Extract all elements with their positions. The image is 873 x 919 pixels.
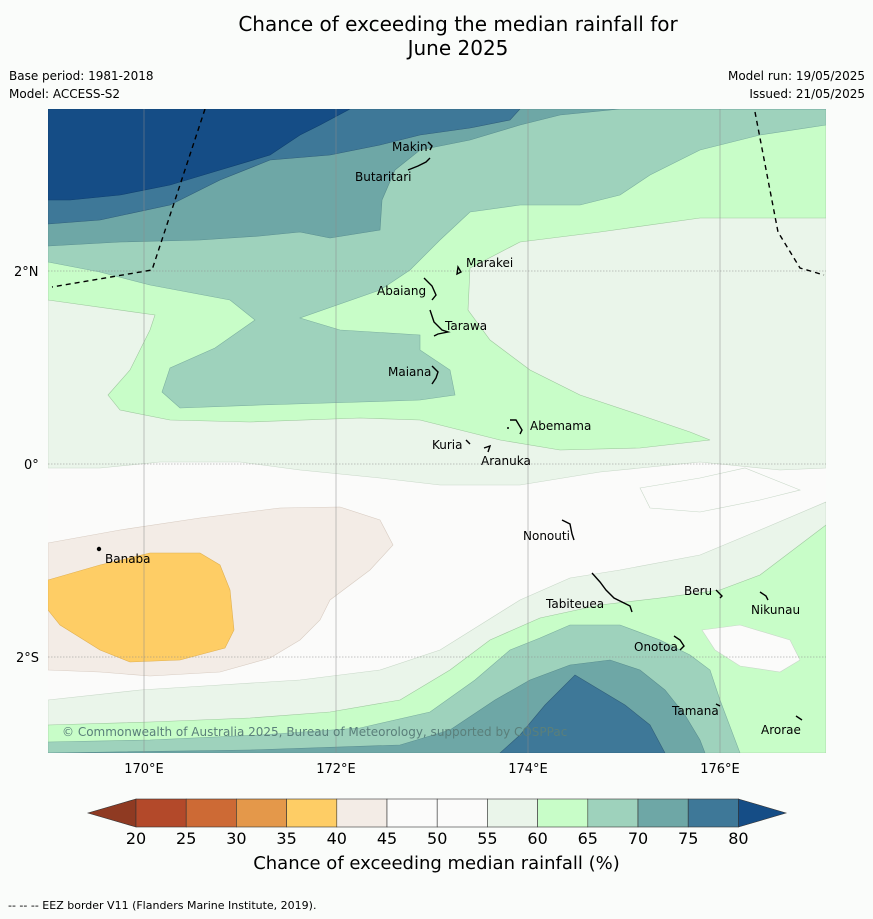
island-tamana-shape xyxy=(715,703,721,707)
map-title: Chance of exceeding the median rainfall … xyxy=(0,12,873,60)
lat-label-2s: 2°S xyxy=(16,651,39,666)
colorbar-swatch xyxy=(236,798,287,828)
issued-date: Issued: 21/05/2025 xyxy=(749,87,865,101)
island-label-beru: Beru xyxy=(684,584,712,598)
colorbar-tick-label: 45 xyxy=(377,829,397,848)
island-abaiang-shape xyxy=(423,277,437,301)
colorbar-swatch xyxy=(286,798,338,828)
colorbar-tick-label: 75 xyxy=(678,829,698,848)
eez-footnote: -- -- -- EEZ border V11 (Flanders Marine… xyxy=(8,899,317,912)
island-label-nonouti: Nonouti xyxy=(523,529,570,543)
island-tarawa-shape xyxy=(429,309,451,337)
colorbar: 20 25 30 35 40 45 50 55 60 65 70 75 80 xyxy=(86,798,788,848)
patch-white-east xyxy=(701,624,801,673)
colorbar-tick-label: 80 xyxy=(728,829,748,848)
colorbar-swatch xyxy=(487,798,538,828)
island-makin-shape xyxy=(427,141,433,151)
copyright-notice: © Commonwealth of Australia 2025, Bureau… xyxy=(62,725,567,739)
colorbar-tick-label: 50 xyxy=(427,829,447,848)
lon-label-170e: 170°E xyxy=(124,762,164,777)
lat-label-0: 0° xyxy=(24,458,39,473)
island-label-butaritari: Butaritari xyxy=(355,170,412,184)
island-label-banaba: Banaba xyxy=(105,552,151,566)
island-nikunau-shape xyxy=(759,591,769,601)
island-label-marakei: Marakei xyxy=(466,256,513,270)
graticule xyxy=(48,109,826,753)
island-labels: Makin Butaritari Marakei Abaiang Tarawa … xyxy=(105,140,801,737)
island-label-abemama: Abemama xyxy=(530,419,591,433)
island-banaba-shape xyxy=(96,546,102,552)
island-label-makin: Makin xyxy=(392,140,428,154)
colorbar-swatch xyxy=(537,798,589,828)
lon-label-174e: 174°E xyxy=(508,762,548,777)
colorbar-tick-label: 30 xyxy=(226,829,246,848)
island-label-aranuka: Aranuka xyxy=(481,454,531,468)
colorbar-swatch xyxy=(135,798,187,828)
island-label-tarawa: Tarawa xyxy=(444,319,487,333)
colorbar-swatch xyxy=(386,798,438,828)
island-kuria-shape xyxy=(465,439,471,445)
colorbar-tick-label: 20 xyxy=(126,829,146,848)
colorbar-tick-label: 70 xyxy=(628,829,648,848)
model-name: Model: ACCESS-S2 xyxy=(9,87,121,101)
band-75-80-south xyxy=(499,674,666,753)
island-outlines xyxy=(96,141,803,721)
colorbar-swatch xyxy=(687,798,739,828)
island-butaritari-shape xyxy=(407,157,431,171)
island-label-nikunau: Nikunau xyxy=(751,603,800,617)
island-label-kuria: Kuria xyxy=(432,438,463,452)
base-period: Base period: 1981-2018 xyxy=(9,69,154,83)
island-abemama-shape xyxy=(507,419,523,435)
island-label-arorae: Arorae xyxy=(761,723,801,737)
island-arorae-shape xyxy=(795,715,803,721)
island-label-tamana: Tamana xyxy=(671,704,719,718)
island-label-tabiteuea: Tabiteuea xyxy=(545,597,604,611)
island-label-maiana: Maiana xyxy=(388,365,431,379)
island-label-abaiang: Abaiang xyxy=(377,284,426,298)
colorbar-low-extension xyxy=(86,798,137,828)
island-marakei-shape xyxy=(456,264,462,276)
colorbar-swatch xyxy=(436,798,488,828)
colorbar-swatch xyxy=(185,798,237,828)
model-run: Model run: 19/05/2025 xyxy=(727,69,865,83)
island-aranuka-shape xyxy=(483,444,492,453)
colorbar-tick-label: 55 xyxy=(477,829,497,848)
lon-label-172e: 172°E xyxy=(316,762,356,777)
island-maiana-shape xyxy=(431,365,439,385)
title-line-2: June 2025 xyxy=(407,36,509,60)
colorbar-tick-label: 35 xyxy=(276,829,296,848)
band-35-40 xyxy=(48,552,235,663)
island-tabiteuea-shape xyxy=(591,572,633,613)
island-beru-shape xyxy=(715,589,723,599)
meta-right: Model run: 19/05/2025 Issued: 21/05/2025 xyxy=(728,67,865,103)
colorbar-swatch xyxy=(637,798,689,828)
island-onotoa-shape xyxy=(673,635,685,651)
colorbar-tick-label: 60 xyxy=(527,829,547,848)
title-line-1: Chance of exceeding the median rainfall … xyxy=(238,12,678,36)
colorbar-tick-label: 40 xyxy=(327,829,347,848)
island-nonouti-shape xyxy=(561,519,575,541)
colorbar-high-extension xyxy=(738,798,788,828)
band-over-80-north xyxy=(48,109,351,201)
colorbar-label: Chance of exceeding median rainfall (%) xyxy=(253,853,620,874)
colorbar-tick-label: 25 xyxy=(176,829,196,848)
meta-left: Base period: 1981-2018 Model: ACCESS-S2 xyxy=(9,67,154,103)
colorbar-swatch xyxy=(587,798,639,828)
eez-border xyxy=(51,109,825,288)
island-label-onotoa: Onotoa xyxy=(634,640,678,654)
colorbar-swatch xyxy=(336,798,388,828)
lat-label-2n: 2°N xyxy=(14,265,39,280)
lon-label-176e: 176°E xyxy=(700,762,740,777)
colorbar-tick-label: 65 xyxy=(578,829,598,848)
axis-labels: 2°N 0° 2°S 170°E 172°E 174°E 176°E xyxy=(14,265,740,777)
rainfall-contours: Makin Butaritari Marakei Abaiang Tarawa … xyxy=(48,109,826,753)
